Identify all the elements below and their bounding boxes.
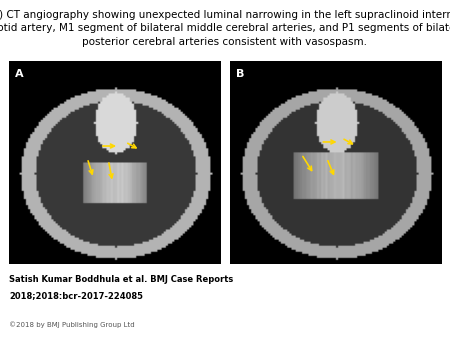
Text: B: B xyxy=(236,69,244,79)
Text: BMJ Case
Reports: BMJ Case Reports xyxy=(364,303,418,325)
Text: A: A xyxy=(15,69,24,79)
Text: Satish Kumar Boddhula et al. BMJ Case Reports: Satish Kumar Boddhula et al. BMJ Case Re… xyxy=(9,275,233,285)
Text: ©2018 by BMJ Publishing Group Ltd: ©2018 by BMJ Publishing Group Ltd xyxy=(9,321,135,328)
Text: 2018;2018:bcr-2017-224085: 2018;2018:bcr-2017-224085 xyxy=(9,291,143,300)
Text: (A) CT angiography showing unexpected luminal narrowing in the left supraclinoid: (A) CT angiography showing unexpected lu… xyxy=(0,10,450,47)
